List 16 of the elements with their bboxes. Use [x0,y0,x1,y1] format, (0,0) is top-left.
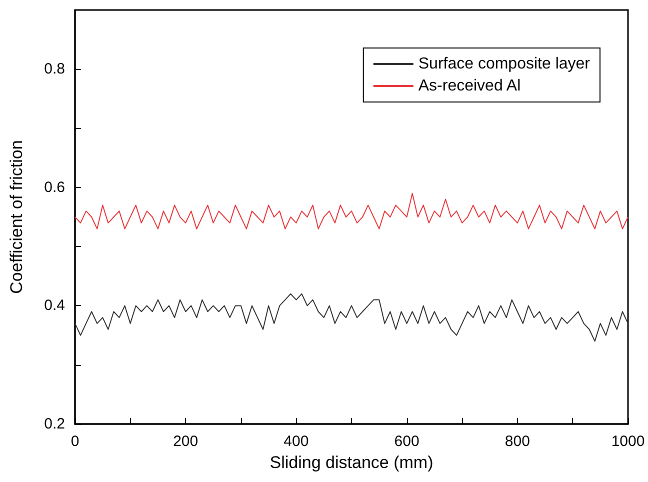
y-tick-label: 0.8 [44,60,65,78]
x-tick-label: 1000 [611,433,645,450]
y-tick-label: 0.2 [44,416,65,432]
x-tick-label: 0 [70,433,80,450]
y-tick-label: 0.4 [44,297,65,314]
legend-label: Surface composite layer [418,56,591,72]
x-axis-title: Sliding distance (mm) [270,453,434,472]
line-series [74,293,628,342]
line-series [74,192,628,230]
legend-label: As-received Al [418,78,521,94]
y-axis-title: Coefficient of friction [7,140,26,294]
x-tick-label: 800 [504,433,530,450]
y-tick-label: 0.6 [44,178,65,196]
x-tick-label: 600 [394,433,420,450]
x-tick-label: 200 [173,433,198,450]
x-tick-label: 400 [284,433,309,450]
